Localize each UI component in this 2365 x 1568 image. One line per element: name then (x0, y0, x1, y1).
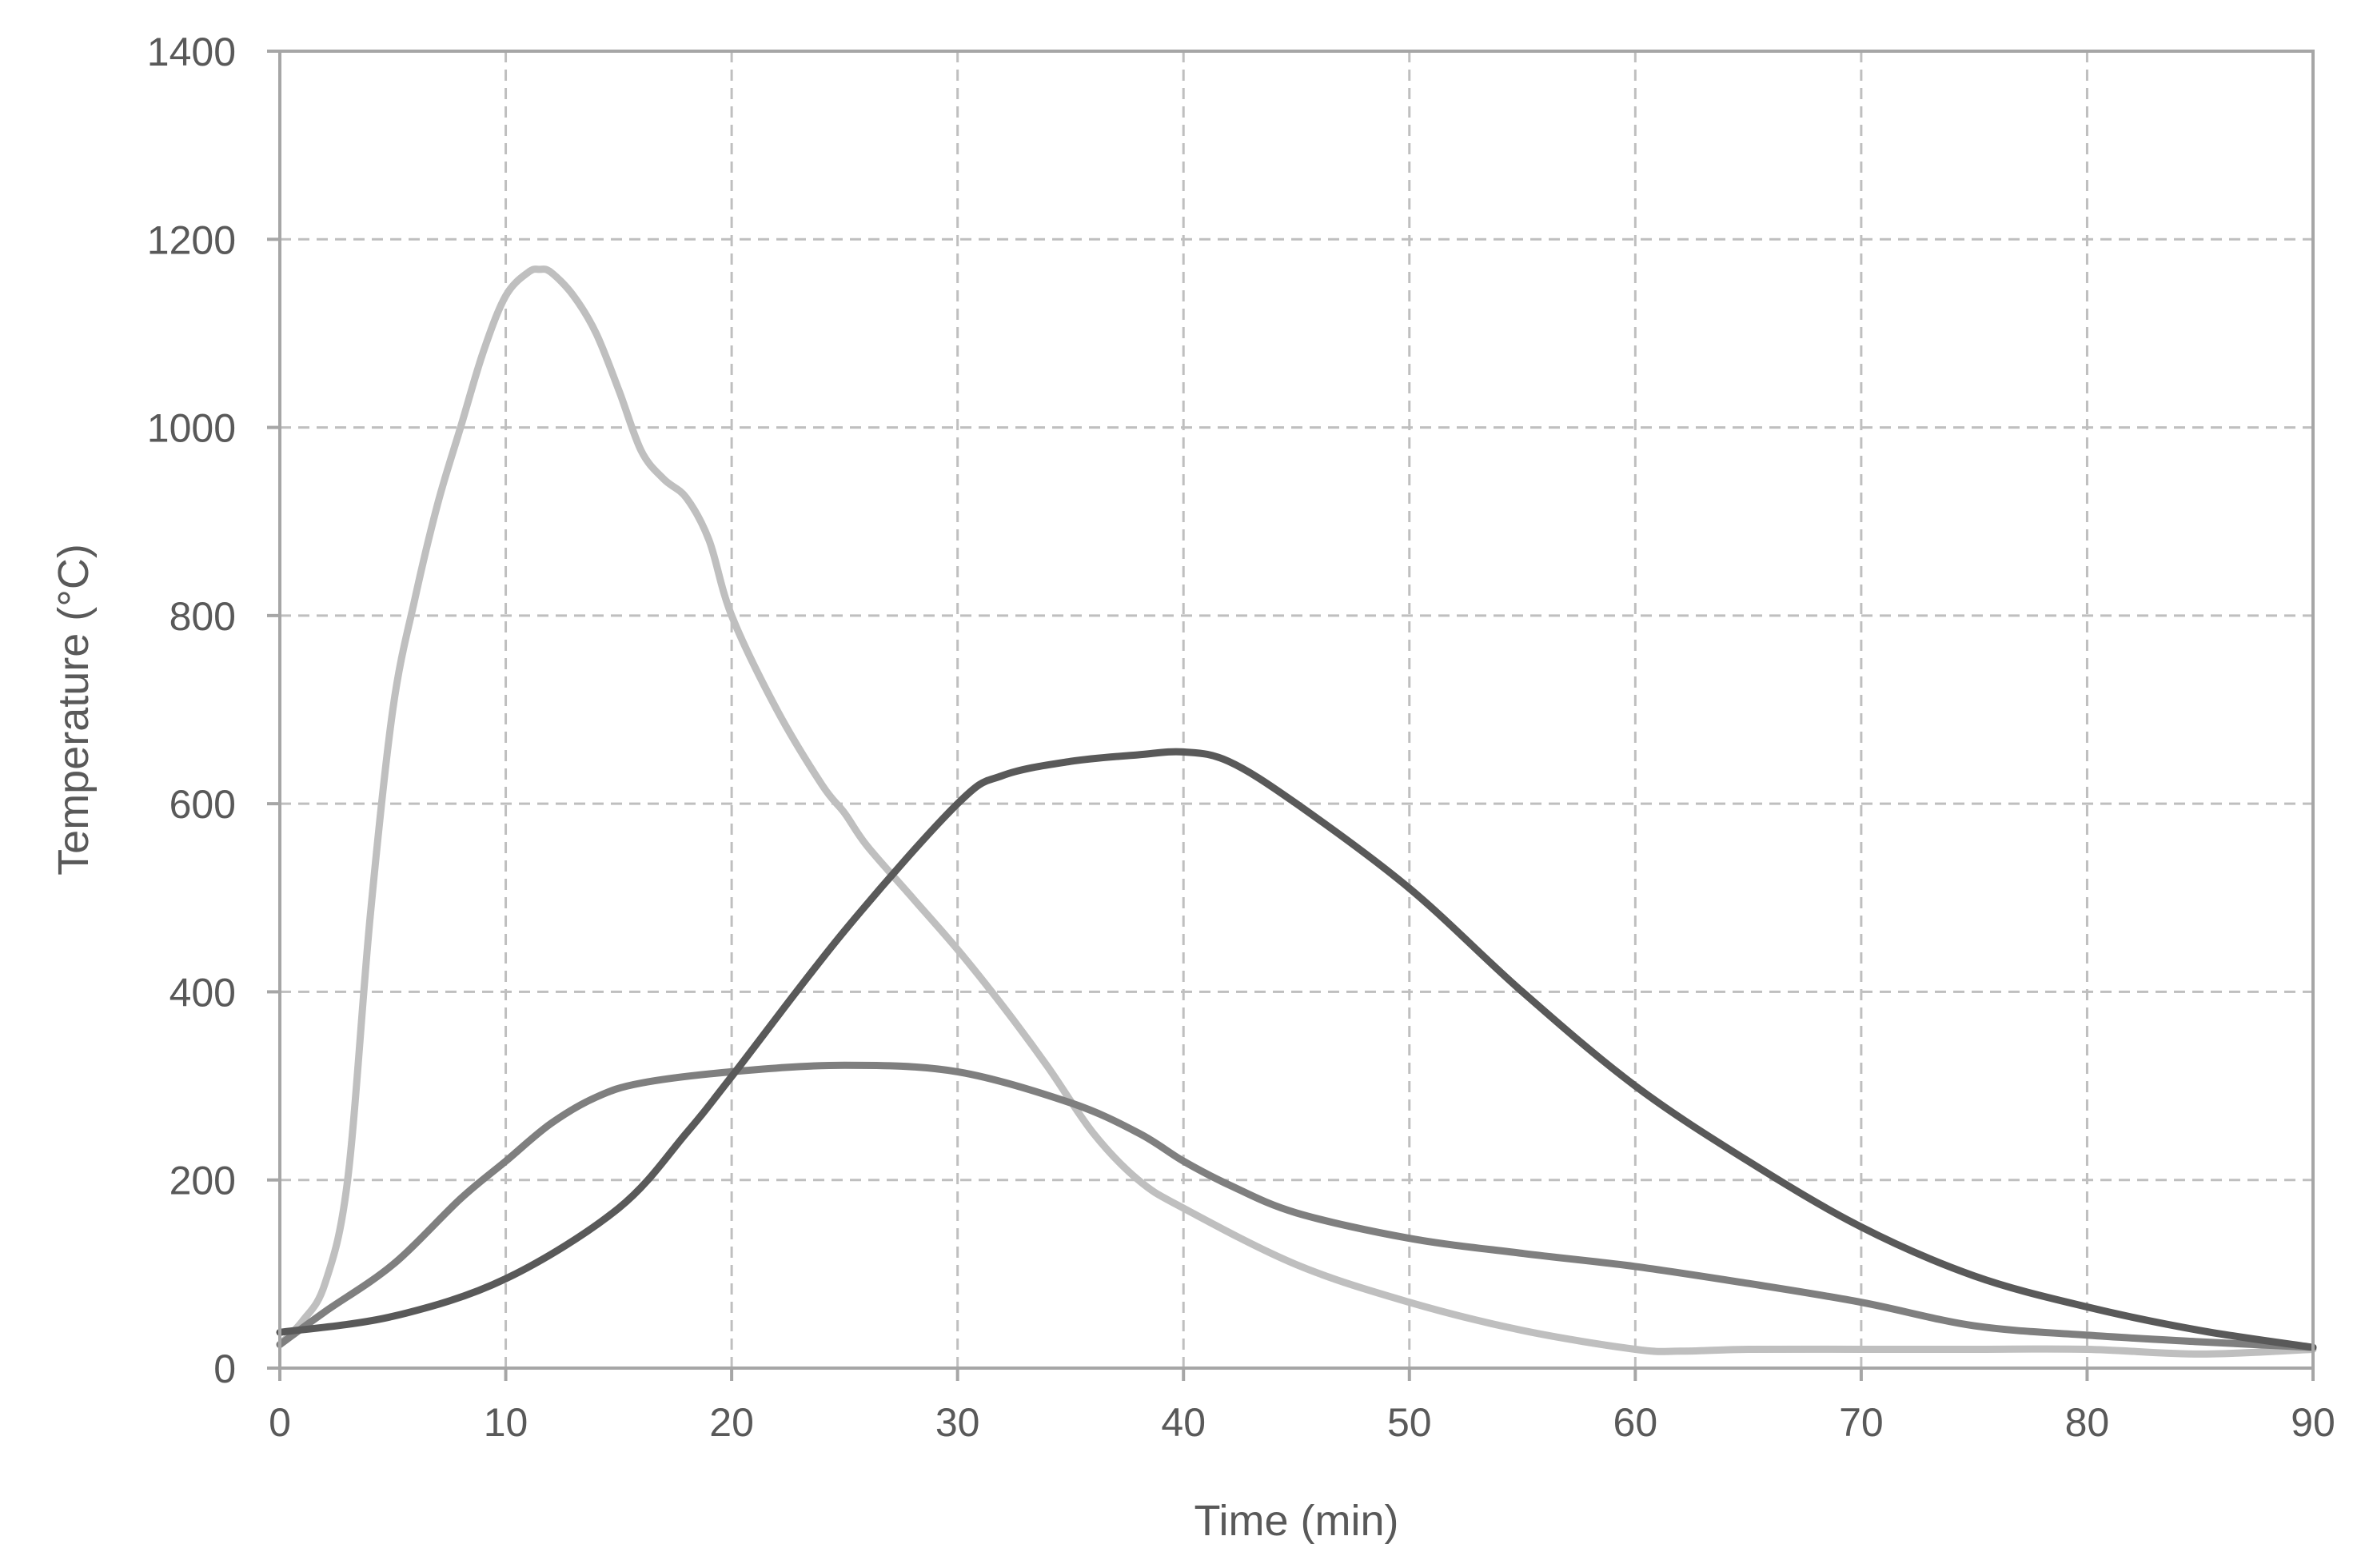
y-tick-label: 400 (169, 970, 236, 1015)
x-tick-label: 80 (2065, 1400, 2110, 1445)
x-tick-label: 30 (935, 1400, 980, 1445)
y-tick-label: 0 (213, 1347, 236, 1391)
y-tick-label: 1200 (147, 217, 236, 262)
x-tick-label: 10 (484, 1400, 528, 1445)
y-axis-title: Temperature (°C) (50, 544, 98, 876)
series-line-3 (276, 748, 2317, 1351)
x-tick-label: 50 (1387, 1400, 1432, 1445)
y-tick-label: 200 (169, 1159, 236, 1203)
grid-layer (280, 51, 2313, 1368)
tick-layer: 0 10 20 30 40 50 60 70 80 90 0 200 400 600 800 1000 1200… (147, 30, 2335, 1445)
x-axis-title: Time (min) (1194, 1497, 1399, 1545)
x-tick-label: 20 (709, 1400, 754, 1445)
series-line-1 (276, 265, 2317, 1358)
y-tick-label: 800 (169, 594, 236, 639)
x-tick-label: 60 (1613, 1400, 1658, 1445)
x-tick-label: 0 (269, 1400, 291, 1445)
series-line-2 (276, 1061, 2317, 1351)
x-tick-label: 40 (1161, 1400, 1206, 1445)
x-tick-label: 90 (2291, 1400, 2335, 1445)
series-layer (276, 265, 2317, 1358)
y-tick-label: 600 (169, 782, 236, 827)
y-tick-label: 1000 (147, 406, 236, 451)
plot-frame (278, 50, 2315, 1370)
x-tick-label: 70 (1839, 1400, 1884, 1445)
y-tick-label: 1400 (147, 30, 236, 74)
